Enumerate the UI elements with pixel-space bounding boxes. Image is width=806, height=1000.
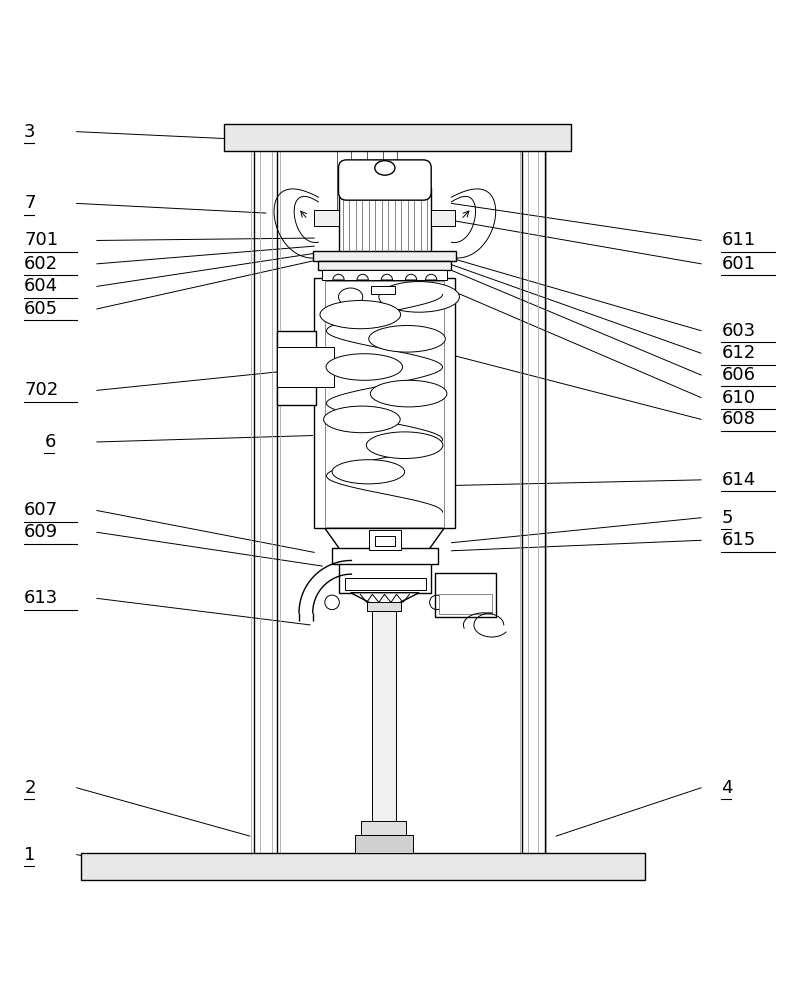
Bar — [439, 594, 492, 614]
Ellipse shape — [375, 161, 395, 175]
Bar — [367, 602, 401, 611]
Bar — [313, 251, 456, 261]
Text: 610: 610 — [721, 389, 755, 407]
Bar — [332, 548, 438, 564]
Ellipse shape — [370, 380, 447, 407]
Text: 612: 612 — [721, 344, 755, 362]
Ellipse shape — [320, 301, 401, 329]
Bar — [314, 210, 339, 226]
Ellipse shape — [379, 282, 459, 312]
Bar — [81, 853, 645, 880]
Bar — [345, 578, 426, 590]
Text: 606: 606 — [721, 366, 755, 384]
Ellipse shape — [323, 406, 401, 433]
Text: 609: 609 — [24, 523, 58, 541]
Polygon shape — [351, 593, 419, 610]
Text: 4: 4 — [721, 779, 733, 797]
Bar — [435, 573, 496, 617]
Text: 603: 603 — [721, 322, 755, 340]
Text: 614: 614 — [721, 471, 755, 489]
Text: 702: 702 — [24, 381, 58, 399]
Ellipse shape — [332, 460, 405, 484]
Text: 604: 604 — [24, 277, 58, 295]
Text: 3: 3 — [24, 123, 35, 141]
Bar — [318, 261, 451, 270]
Wedge shape — [381, 274, 393, 280]
Text: 2: 2 — [24, 779, 35, 797]
Text: 613: 613 — [24, 589, 58, 607]
Bar — [314, 278, 455, 528]
Bar — [431, 210, 455, 226]
Text: 7: 7 — [24, 194, 35, 212]
Bar — [277, 347, 334, 387]
Wedge shape — [426, 274, 437, 280]
Ellipse shape — [326, 354, 403, 380]
FancyBboxPatch shape — [339, 160, 431, 200]
Text: 1: 1 — [24, 846, 35, 864]
Text: 607: 607 — [24, 501, 58, 519]
Bar — [355, 835, 413, 853]
Bar — [224, 124, 571, 151]
Bar — [369, 530, 401, 550]
Text: 608: 608 — [721, 410, 755, 428]
Bar — [325, 281, 444, 527]
Text: 615: 615 — [721, 531, 755, 549]
Bar — [339, 562, 431, 593]
Text: 605: 605 — [24, 300, 58, 318]
Text: 602: 602 — [24, 255, 58, 273]
Bar — [277, 331, 316, 405]
Text: 5: 5 — [721, 509, 733, 527]
Bar — [371, 286, 395, 294]
Bar — [375, 536, 395, 546]
Bar — [361, 821, 406, 837]
Text: 611: 611 — [721, 231, 755, 249]
Wedge shape — [357, 274, 368, 280]
Text: 601: 601 — [721, 255, 755, 273]
Text: 701: 701 — [24, 231, 58, 249]
Ellipse shape — [339, 288, 363, 306]
Ellipse shape — [366, 432, 443, 458]
Wedge shape — [333, 274, 344, 280]
Bar — [339, 188, 431, 254]
Bar — [322, 270, 447, 280]
Bar — [372, 608, 396, 822]
Wedge shape — [405, 274, 417, 280]
Ellipse shape — [369, 326, 446, 352]
Text: 6: 6 — [44, 433, 56, 451]
